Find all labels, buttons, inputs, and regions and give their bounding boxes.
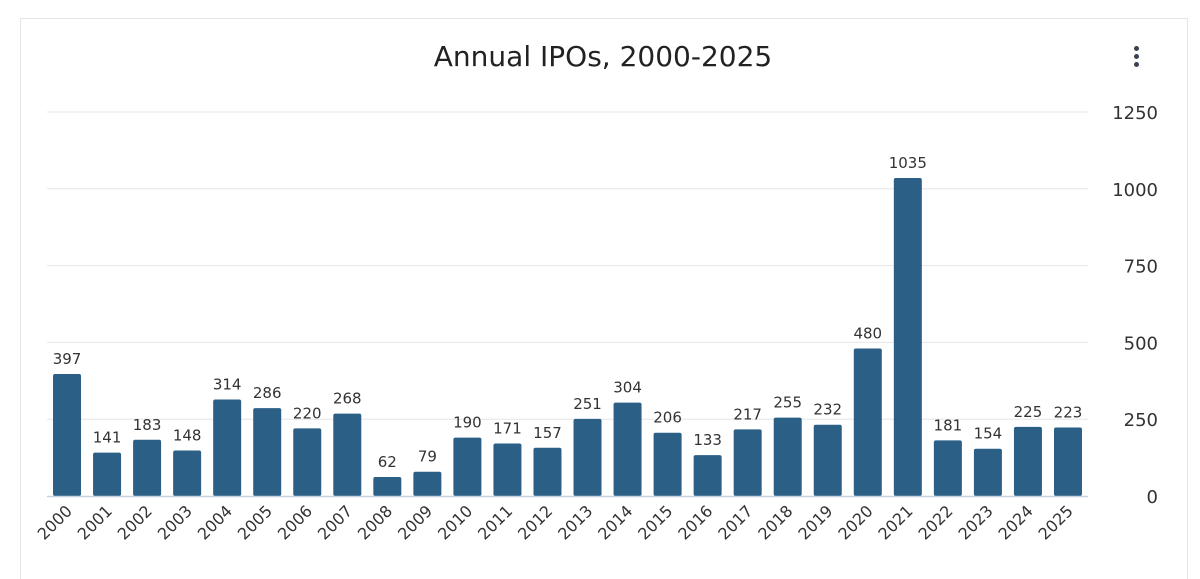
bar-2011 [493,443,522,496]
bar-2024 [1013,426,1042,496]
x-tick-label: 2001 [74,501,116,543]
data-label: 79 [418,448,437,466]
bar-2014 [613,402,642,496]
data-label: 255 [773,394,802,412]
more-vertical-icon[interactable] [1126,44,1146,72]
data-label: 206 [653,409,682,427]
y-tick-label: 1250 [1112,103,1158,124]
x-tick-label: 2012 [514,501,556,543]
data-label: 314 [213,376,242,394]
bar-2008 [373,476,402,496]
data-label: 141 [93,429,122,447]
bar-2002 [133,439,162,496]
chart-title: Annual IPOs, 2000-2025 [433,40,773,73]
y-tick-label: 500 [1124,333,1158,354]
data-label: 62 [378,453,397,471]
bar-2006 [293,428,322,496]
x-tick-label: 2013 [554,501,596,543]
data-label: 148 [173,427,202,445]
data-label: 304 [613,379,642,397]
bar-2013 [573,418,602,496]
data-label: 286 [253,384,282,402]
x-tick-label: 2022 [914,501,956,543]
bar-2010 [453,437,482,496]
data-label: 181 [934,416,963,434]
y-tick-label: 250 [1124,410,1158,431]
x-tick-label: 2011 [474,501,516,543]
x-tick-label: 2025 [1035,501,1077,543]
x-tick-label: 2009 [394,501,436,543]
x-tick-label: 2017 [714,501,756,543]
bar-2020 [853,348,882,496]
x-tick-label: 2014 [594,501,636,543]
x-tick-label: 2007 [314,501,356,543]
x-tick-label: 2016 [674,501,716,543]
data-label: 225 [1014,403,1043,421]
x-tick-label: 2020 [834,501,876,543]
x-tick-label: 2023 [955,501,997,543]
data-label: 251 [573,395,602,413]
bar-2022 [933,440,962,496]
bar-2015 [653,432,682,496]
data-label: 190 [453,414,482,432]
x-tick-label: 2005 [234,501,276,543]
bar-2018 [773,417,802,496]
bar-2012 [533,447,562,496]
x-tick-label: 2019 [794,501,836,543]
x-tick-label: 2008 [354,501,396,543]
bar-2005 [253,408,282,496]
bar-2000 [53,374,82,496]
data-label: 268 [333,390,362,408]
data-label: 171 [493,419,522,437]
data-label: 223 [1054,403,1083,421]
bar-2004 [213,399,242,496]
x-tick-label: 2006 [274,501,316,543]
x-tick-label: 2000 [34,501,76,543]
x-tick-label: 2003 [154,501,196,543]
data-label: 220 [293,404,322,422]
data-label: 157 [533,424,562,442]
x-tick-label: 2015 [634,501,676,543]
y-tick-label: 1000 [1112,180,1158,201]
data-label: 232 [813,401,842,419]
data-label: 480 [853,325,882,343]
x-tick-label: 2021 [874,501,916,543]
bar-2017 [733,429,762,496]
data-label: 397 [53,350,82,368]
data-label: 133 [693,431,722,449]
bar-2025 [1053,427,1082,496]
y-tick-label: 750 [1124,257,1158,278]
data-label: 154 [974,425,1003,443]
data-label: 183 [133,416,162,434]
bar-2003 [173,450,202,496]
bar-2023 [973,448,1002,496]
bar-2001 [93,452,122,496]
x-tick-label: 2024 [995,501,1037,543]
bar-2021 [893,178,922,496]
bar-2009 [413,471,442,496]
data-label: 217 [733,405,762,423]
bar-2016 [693,455,722,496]
x-tick-label: 2002 [114,501,156,543]
x-tick-label: 2010 [434,501,476,543]
data-label: 1035 [889,154,927,172]
x-tick-label: 2004 [194,501,236,543]
x-tick-label: 2018 [754,501,796,543]
bar-2019 [813,424,842,496]
y-tick-label: 0 [1147,487,1158,508]
bar-2007 [333,413,362,496]
